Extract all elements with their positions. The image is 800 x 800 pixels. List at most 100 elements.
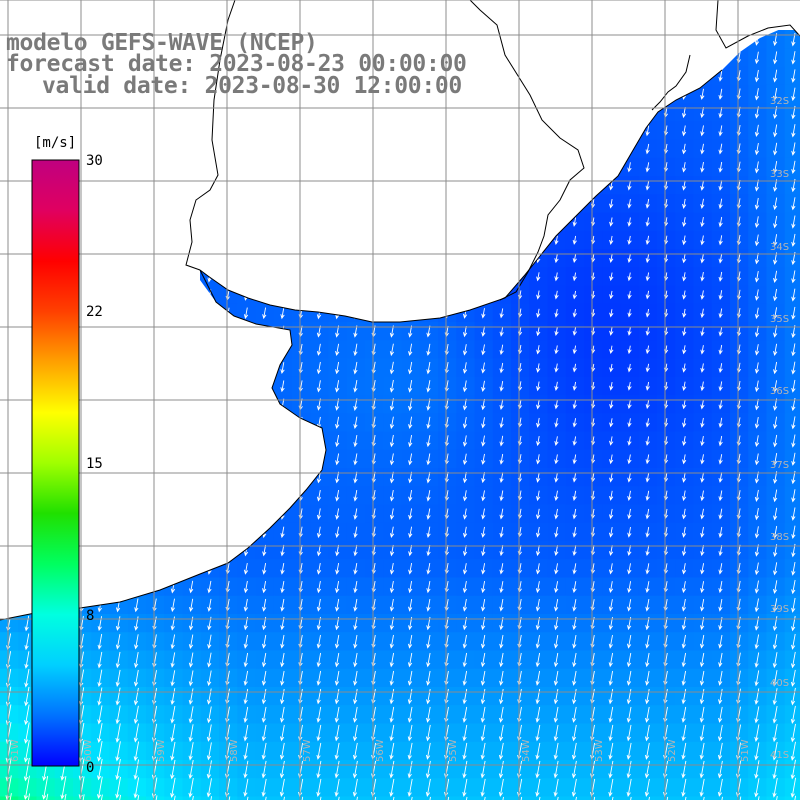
wind-speed-cell [784, 48, 800, 68]
lat-label: 34S [770, 242, 789, 253]
colorbar-bar [31, 159, 80, 767]
wind-speed-cell [784, 723, 800, 743]
wind-speed-cell [784, 559, 800, 579]
wind-speed-cell [511, 796, 530, 800]
wind-speed-cell [784, 486, 800, 506]
wind-speed-cell [36, 796, 56, 800]
wind-speed-cell [675, 796, 695, 800]
wind-speed-cell [784, 595, 800, 615]
colorbar-tick-label: 15 [86, 456, 103, 472]
wind-speed-cell [784, 230, 800, 250]
wind-speed-cell [766, 796, 786, 800]
wind-speed-cell [784, 157, 800, 177]
wind-speed-cell [784, 194, 800, 214]
wind-speed-cell [657, 796, 676, 800]
wind-speed-cell [91, 796, 111, 800]
wind-speed-cell [438, 796, 457, 800]
lon-label: 51W [740, 739, 751, 762]
lat-label: 32S [770, 96, 789, 107]
wind-speed-cell [273, 796, 293, 800]
wind-speed-cell [784, 267, 800, 287]
wind-speed-cell [730, 796, 749, 800]
wind-speed-cell [784, 121, 800, 141]
wind-speed-cell [784, 285, 800, 305]
wind-speed-cell [748, 796, 768, 800]
wind-speed-cell [784, 139, 800, 159]
wind-speed-cell [365, 796, 384, 800]
lon-label: 56W [375, 739, 386, 762]
wind-speed-cell [529, 796, 549, 800]
wind-speed-cell [0, 796, 19, 800]
colorbar-tick-label: 8 [86, 608, 94, 624]
lat-label: 33S [770, 169, 789, 180]
wind-speed-cell [200, 796, 220, 800]
lat-label: 37S [770, 460, 789, 471]
colorbar-tick-label: 30 [86, 153, 103, 169]
wind-speed-cell [237, 796, 257, 800]
wind-speed-cell [54, 796, 74, 800]
lon-label: 57W [302, 739, 313, 762]
wind-speed-cell [784, 449, 800, 469]
wind-speed-cell [711, 796, 731, 800]
wind-speed-cell [784, 413, 800, 433]
lat-label: 40S [770, 678, 789, 689]
wind-speed-cell [784, 650, 800, 670]
wind-speed-cell [784, 632, 800, 652]
wind-speed-cell [109, 796, 129, 800]
wind-speed-cell [383, 796, 403, 800]
wind-speed-cell [474, 796, 494, 800]
lon-label: 53W [594, 739, 605, 762]
wind-speed-cell [620, 796, 640, 800]
wind-speed-cell [784, 504, 800, 524]
wind-speed-cell [565, 796, 585, 800]
colorbar-unit: [m/s] [34, 135, 76, 151]
wind-speed-cell [602, 796, 622, 800]
valid-date: valid date: 2023-08-30 12:00:00 [42, 73, 462, 99]
wind-speed-cell [638, 796, 658, 800]
wind-speed-cell [784, 541, 800, 560]
wind-speed-cell [693, 796, 713, 800]
wind-speed-cell [784, 577, 800, 597]
lat-label: 41S [770, 750, 789, 761]
wind-speed-cell [182, 796, 202, 800]
wind-speed-cell [784, 431, 800, 451]
wind-speed-cell [419, 796, 439, 800]
wind-speed-cell [584, 796, 603, 800]
lon-label: 58W [229, 739, 240, 762]
lat-label: 39S [770, 604, 789, 615]
wind-speed-cell [401, 796, 421, 800]
wind-speed-cell [784, 395, 800, 414]
lat-label: 36S [770, 386, 789, 397]
lon-label: 60W [83, 739, 94, 762]
wind-speed-cell [784, 340, 800, 360]
wind-speed-cell [547, 796, 567, 800]
lon-label: 52W [667, 739, 678, 762]
wind-speed-cell [18, 796, 38, 800]
wind-speed-cell [346, 796, 366, 800]
lat-label: 38S [770, 532, 789, 543]
lon-label: 61W [10, 739, 21, 762]
wind-speed-cell [784, 358, 800, 378]
wind-speed-cell [784, 705, 800, 725]
wind-speed-cell [219, 796, 238, 800]
wind-speed-cell [328, 796, 348, 800]
colorbar-tick-label: 22 [86, 304, 103, 320]
wind-speed-cell [492, 796, 512, 800]
wind-speed-cell [784, 668, 800, 688]
wind-speed-cell [146, 796, 165, 800]
wind-speed-cell [784, 303, 800, 323]
wind-speed-cell [292, 796, 311, 800]
wind-speed-cell [73, 796, 92, 800]
wind-speed-cell [127, 796, 147, 800]
lon-label: 55W [448, 739, 459, 762]
wind-speed-cell [784, 212, 800, 232]
wind-speed-cell [784, 376, 800, 396]
lon-label: 54W [521, 739, 532, 762]
wind-speed-cell [255, 796, 275, 800]
wind-speed-cell [784, 522, 800, 542]
wind-speed-cell [164, 796, 184, 800]
wind-speed-cell [784, 66, 800, 86]
wind-speed-cell [310, 796, 330, 800]
